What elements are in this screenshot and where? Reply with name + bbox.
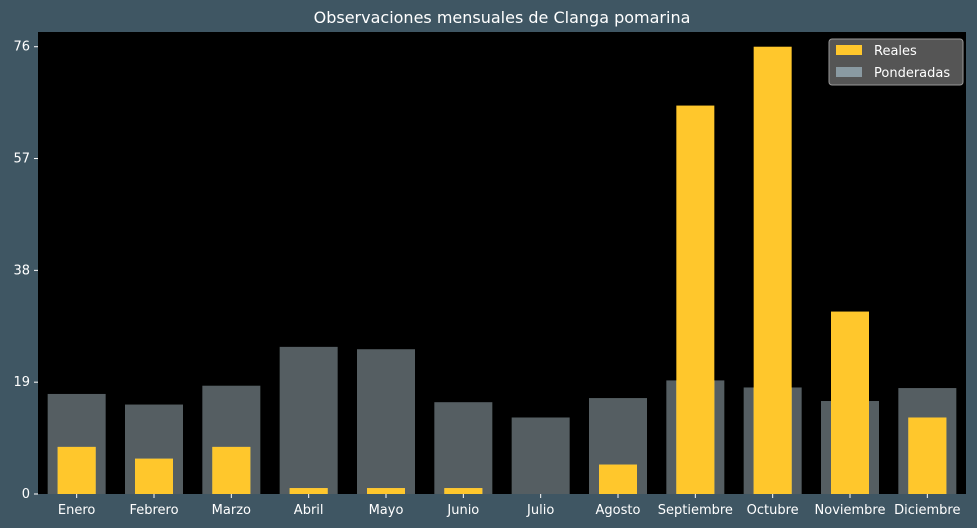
bar-reales-junio bbox=[444, 488, 483, 494]
legend-box bbox=[828, 38, 964, 86]
legend-label-ponderadas: Ponderadas bbox=[874, 66, 950, 81]
bar-reales-enero bbox=[57, 446, 96, 494]
bar-reales-mayo bbox=[367, 488, 405, 494]
x-tick-label: Agosto bbox=[596, 503, 641, 518]
x-tick-label: Mayo bbox=[369, 503, 404, 518]
y-axis: 0 19 38 57 76 bbox=[13, 40, 38, 502]
y-tick-label: 19 bbox=[13, 375, 30, 390]
series-reales bbox=[57, 46, 947, 494]
chart-title: Observaciones mensuales de Clanga pomari… bbox=[314, 8, 691, 27]
plot-area bbox=[38, 32, 966, 494]
x-tick-label: Octubre bbox=[747, 503, 799, 518]
y-tick-label: 57 bbox=[13, 152, 30, 167]
legend-swatch-ponderadas bbox=[836, 67, 862, 77]
x-tick-label: Septiembre bbox=[658, 503, 733, 518]
x-tick-label: Abril bbox=[294, 503, 324, 518]
legend-swatch-reales bbox=[836, 45, 862, 55]
bar-reales-marzo bbox=[212, 446, 251, 494]
bar-ponderadas-abril bbox=[279, 346, 338, 494]
bar-reales-abril bbox=[289, 488, 328, 494]
x-tick-label: Febrero bbox=[129, 503, 178, 518]
bar-ponderadas-junio bbox=[434, 402, 493, 494]
bar-reales-febrero bbox=[135, 458, 173, 494]
y-tick-label: 76 bbox=[13, 40, 30, 55]
x-tick-label: Enero bbox=[58, 503, 96, 518]
bar-reales-noviembre bbox=[831, 311, 869, 494]
bar-reales-septiembre bbox=[676, 105, 715, 494]
x-tick-label: Noviembre bbox=[815, 503, 886, 518]
bar-ponderadas-julio bbox=[511, 417, 570, 494]
bar-reales-agosto bbox=[599, 464, 637, 494]
x-tick-label: Diciembre bbox=[894, 503, 960, 518]
legend-label-reales: Reales bbox=[874, 44, 917, 59]
bar-reales-diciembre bbox=[908, 417, 947, 494]
x-tick-label: Julio bbox=[526, 503, 554, 518]
y-tick-label: 0 bbox=[22, 487, 30, 502]
x-tick-label: Junio bbox=[446, 503, 479, 518]
x-tick-label: Marzo bbox=[212, 503, 251, 518]
legend: Reales Ponderadas bbox=[828, 38, 964, 86]
bar-reales-octubre bbox=[753, 46, 792, 494]
y-tick-label: 38 bbox=[13, 263, 30, 278]
x-axis: Enero Febrero Marzo Abril Mayo Junio Julio Agos… bbox=[58, 494, 961, 518]
bar-ponderadas-mayo bbox=[357, 349, 415, 494]
